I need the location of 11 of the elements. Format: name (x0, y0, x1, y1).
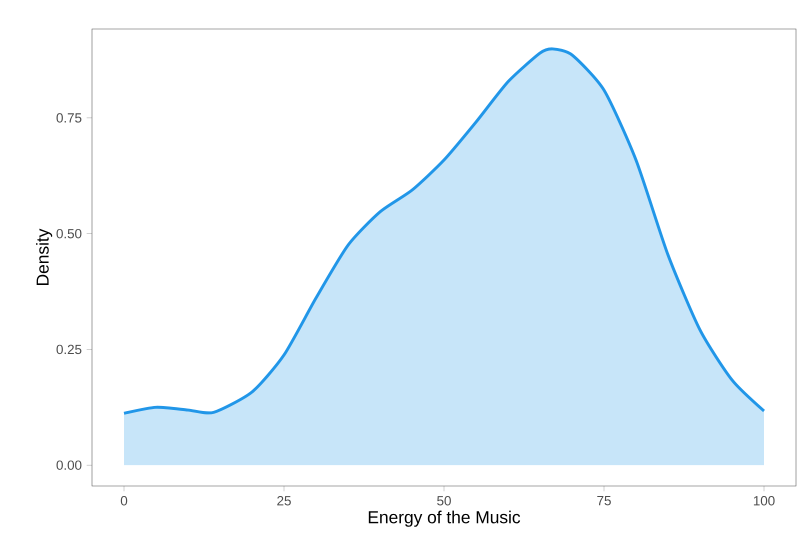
x-axis-title: Energy of the Music (368, 510, 520, 527)
y-tick-label: 0.50 (56, 228, 82, 238)
y-tick-label: 0.25 (56, 344, 82, 354)
x-tick-label: 50 (437, 496, 451, 506)
x-tick-label: 100 (754, 496, 775, 506)
x-tick-label: 0 (120, 496, 128, 506)
y-axis-title: Density (36, 228, 52, 285)
x-tick-label: 75 (597, 496, 611, 506)
x-tick-label: 25 (277, 496, 291, 506)
y-tick-label: 0.75 (56, 113, 82, 123)
y-tick-label: 0.00 (56, 460, 82, 470)
